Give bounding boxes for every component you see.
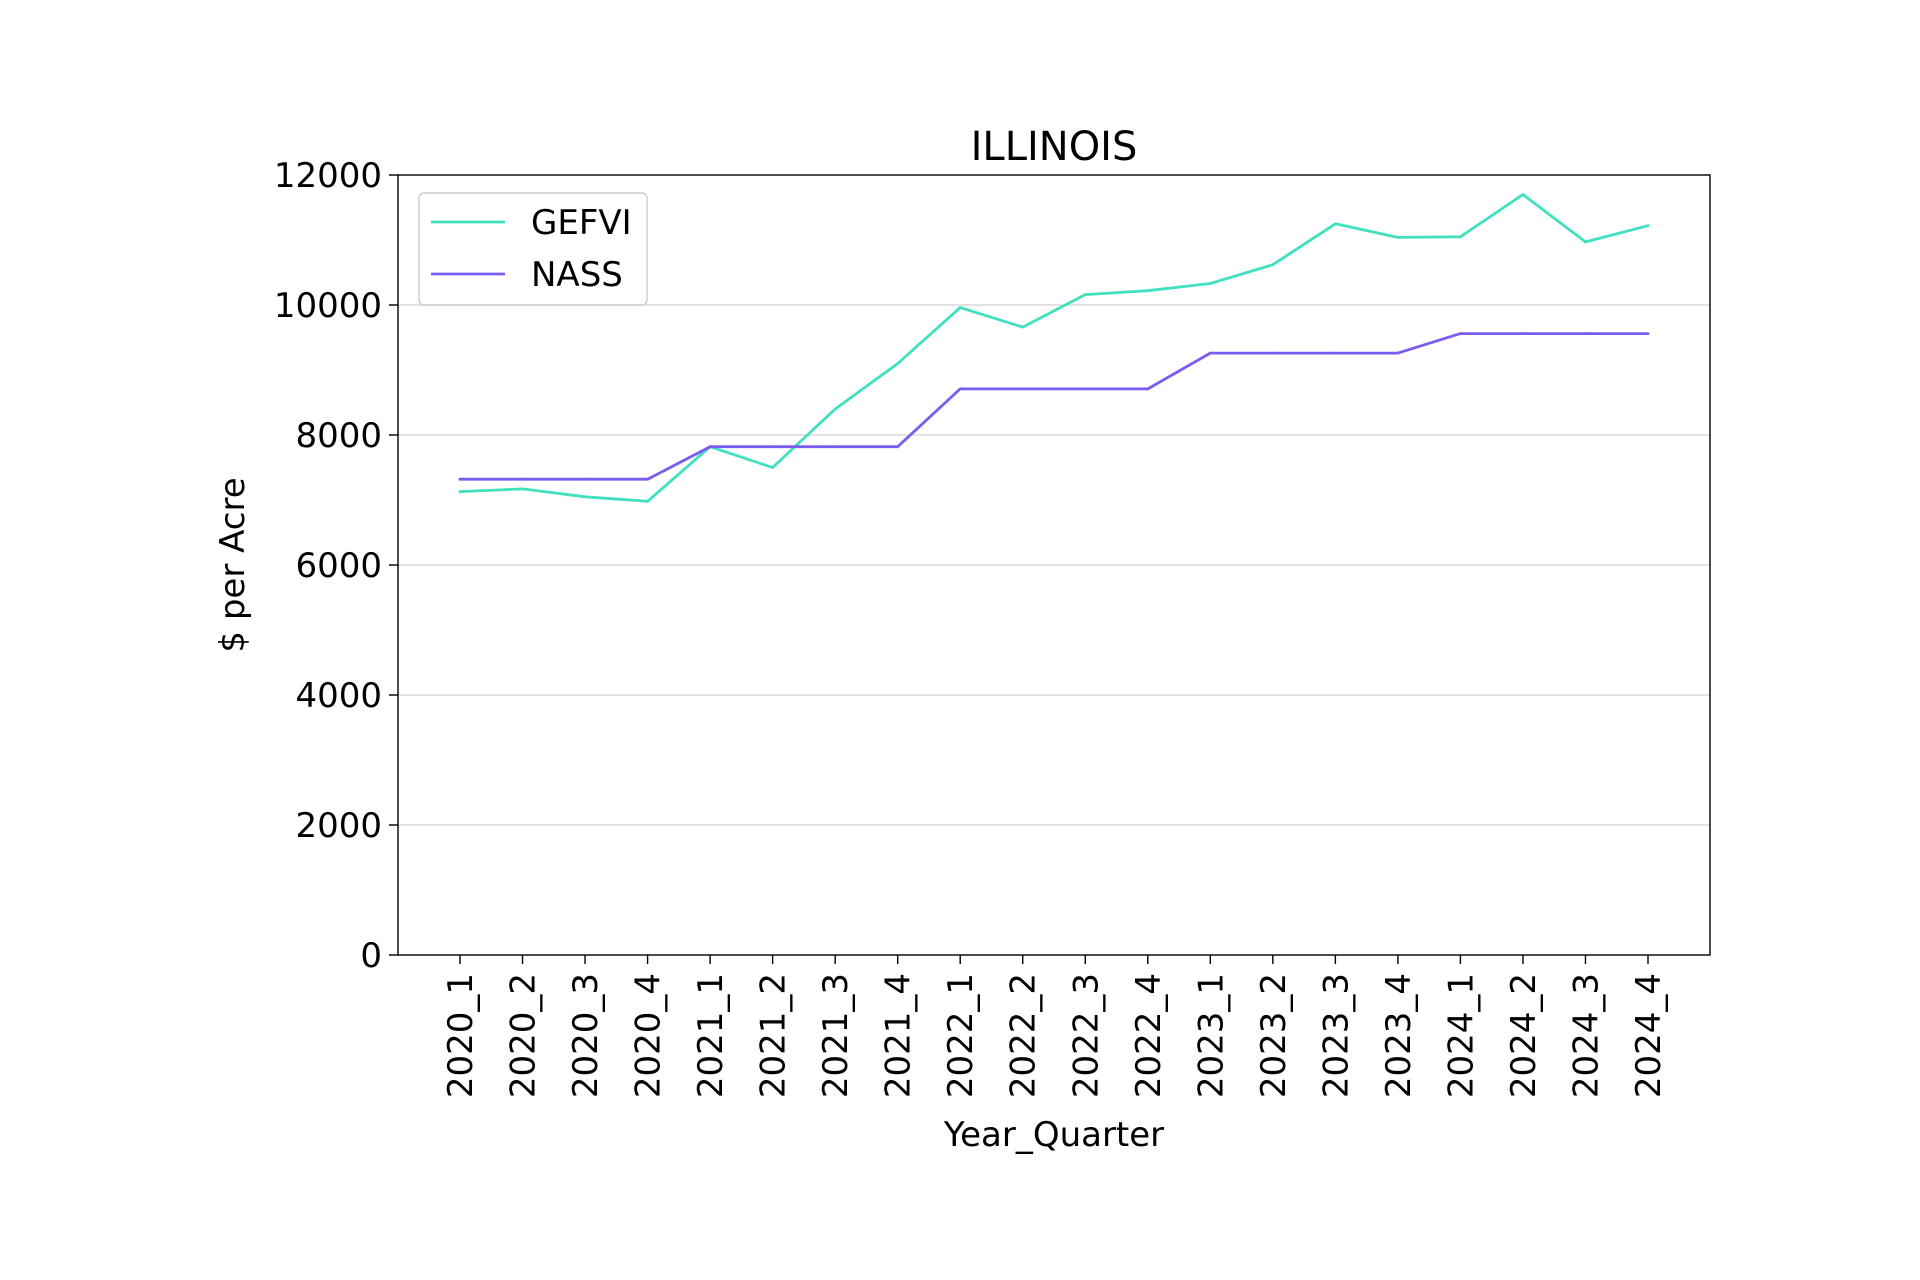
data-point-gefvi [1083,293,1087,296]
data-point-gefvi [1208,282,1212,285]
data-point-gefvi [833,407,837,411]
y-tick-label: 0 [360,936,382,976]
series-line-gefvi [459,193,1649,503]
data-point-nass [1021,387,1025,391]
x-tick-label: 2023_1 [1191,973,1231,1098]
x-axis: 2020_1 2020_2 2020_3 2020_4 2021_1 2021_2 2021… [441,955,1669,1098]
data-point-nass [1459,332,1462,335]
y-tick-label: 4000 [295,676,382,716]
legend-label-nass: NASS [531,255,623,295]
x-tick-label: 2024_1 [1441,973,1481,1098]
data-point-gefvi [1459,235,1462,239]
data-point-nass [1396,351,1400,355]
data-point-nass [896,445,900,449]
legend: GEFVI NASS [418,192,648,306]
data-point-gefvi [583,495,587,499]
y-tick-label: 8000 [295,416,382,456]
x-axis-label: Year_Quarter [943,1115,1164,1155]
data-point-nass [1208,351,1212,355]
x-tick-label: 2021_2 [754,973,794,1098]
y-axis-label: $ per Acre [213,477,253,652]
data-point-nass [1584,332,1587,335]
data-point-nass [1083,387,1087,391]
x-tick-label: 2021_4 [879,973,919,1098]
data-point-gefvi [896,362,900,365]
data-point-nass [958,387,962,391]
data-point-gefvi [1396,236,1400,239]
x-tick-label: 2020_1 [441,973,481,1098]
data-point-nass [583,477,587,481]
y-tick-label: 6000 [295,546,382,586]
data-point-nass [1146,387,1150,391]
x-tick-label: 2024_4 [1629,973,1669,1098]
data-point-gefvi [1521,193,1525,196]
x-tick-label: 2024_3 [1566,973,1606,1098]
data-point-nass [521,477,524,481]
y-tick-label: 10000 [274,286,382,326]
series-line-nass [460,332,1648,481]
data-point-gefvi [646,499,649,503]
data-point-gefvi [1333,222,1337,226]
gridlines [398,304,1710,826]
data-point-nass [1333,351,1337,355]
x-tick-label: 2022_1 [941,973,981,1098]
data-point-nass [458,477,462,481]
x-tick-label: 2022_4 [1129,973,1169,1098]
x-tick-label: 2023_3 [1316,973,1356,1098]
data-point-gefvi [1271,263,1275,267]
x-tick-label: 2023_4 [1379,973,1419,1098]
data-point-gefvi [1584,240,1587,244]
data-point-nass [1646,332,1650,335]
x-tick-label: 2024_2 [1504,973,1544,1098]
x-tick-label: 2021_3 [816,973,856,1098]
y-tick-label: 2000 [295,806,382,846]
data-point-nass [646,477,649,481]
x-tick-label: 2022_2 [1004,973,1044,1098]
data-point-nass [708,445,712,449]
data-point-nass [833,445,837,449]
x-tick-label: 2020_4 [629,973,669,1098]
data-point-nass [1521,332,1525,335]
data-point-nass [771,445,775,449]
chart-title: ILLINOIS [971,124,1138,170]
x-tick-label: 2020_3 [566,973,606,1098]
y-axis: 0 2000 4000 6000 8000 10000 12000 [274,156,398,976]
data-point-gefvi [1646,224,1650,228]
legend-label-gefvi: GEFVI [531,203,632,243]
series-lines [458,193,1650,503]
x-tick-label: 2021_1 [691,973,731,1098]
data-point-gefvi [958,306,962,309]
x-tick-label: 2022_3 [1066,973,1106,1098]
data-point-gefvi [1146,289,1150,293]
data-point-gefvi [521,487,524,491]
data-point-gefvi [771,466,775,469]
data-point-gefvi [458,490,462,493]
x-tick-label: 2020_2 [504,973,544,1098]
x-tick-label: 2023_2 [1254,973,1294,1098]
data-point-gefvi [1021,325,1025,329]
data-point-nass [1271,351,1275,355]
y-tick-label: 12000 [274,156,382,196]
